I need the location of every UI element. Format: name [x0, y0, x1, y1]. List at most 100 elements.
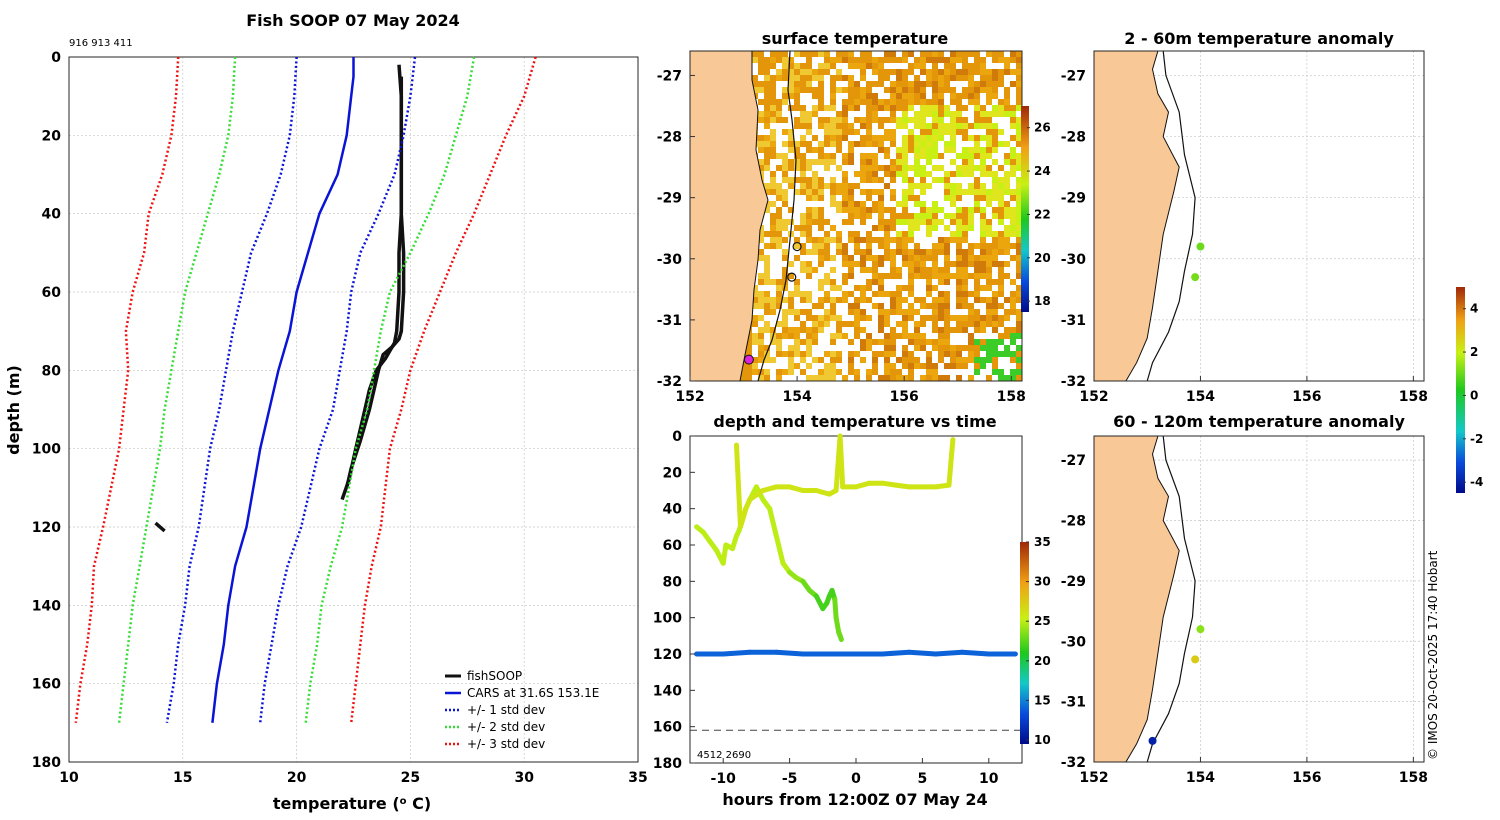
anom2-xtick: 152 — [1079, 770, 1108, 786]
sst-pixel — [1004, 171, 1010, 177]
sst-pixel — [974, 291, 980, 297]
sst-pixel — [758, 111, 764, 117]
sst-pixel — [998, 159, 1004, 165]
sst-pixel — [926, 225, 932, 231]
sst-pixel — [830, 129, 836, 135]
sst-pixel — [902, 303, 908, 309]
sst-pixel — [992, 93, 998, 99]
sst-pixel — [764, 51, 770, 57]
sst-pixel — [968, 339, 974, 345]
sst-pixel — [776, 285, 782, 291]
sst-pixel — [908, 345, 914, 351]
sst-pixel — [758, 375, 764, 381]
sst-pixel — [884, 159, 890, 165]
sst-pixel — [992, 369, 998, 375]
sst-pixel — [1016, 255, 1022, 261]
sst-pixel — [842, 345, 848, 351]
sst-pixel — [956, 171, 962, 177]
sst-pixel — [956, 237, 962, 243]
profile-xtick: 35 — [628, 770, 647, 786]
sst-pixel — [770, 183, 776, 189]
sst-pixel — [872, 333, 878, 339]
sst-pixel — [818, 315, 824, 321]
sst-pixel — [956, 63, 962, 69]
sst-pixel — [932, 207, 938, 213]
sst-pixel — [884, 165, 890, 171]
sst-pixel — [812, 69, 818, 75]
sst-pixel — [950, 159, 956, 165]
sst-pixel — [926, 183, 932, 189]
sst-pixel — [830, 321, 836, 327]
sst-pixel — [884, 231, 890, 237]
sst-pixel — [866, 351, 872, 357]
sst-pixel — [878, 111, 884, 117]
sst-pixel — [806, 279, 812, 285]
sst-pixel — [848, 225, 854, 231]
sst-pixel — [1004, 297, 1010, 303]
sst-pixel — [1016, 135, 1022, 141]
sst-pixel — [794, 357, 800, 363]
sst-pixel — [830, 111, 836, 117]
sst-pixel — [932, 189, 938, 195]
sst-pixel — [758, 105, 764, 111]
sst-pixel — [890, 189, 896, 195]
sst-pixel — [968, 351, 974, 357]
sst-pixel — [956, 291, 962, 297]
sst-pixel — [818, 111, 824, 117]
sst-pixel — [914, 225, 920, 231]
sst-pixel — [938, 129, 944, 135]
sst-pixel — [992, 255, 998, 261]
sst-pixel — [806, 249, 812, 255]
sst-pixel — [1004, 303, 1010, 309]
sst-pixel — [776, 171, 782, 177]
sst-pixel — [770, 165, 776, 171]
sst-pixel — [932, 117, 938, 123]
sst-pixel — [986, 309, 992, 315]
sst-pixel — [812, 201, 818, 207]
sst-pixel — [842, 57, 848, 63]
sst-pixel — [854, 345, 860, 351]
sst-pixel — [860, 147, 866, 153]
sst-pixel — [758, 291, 764, 297]
sst-pixel — [992, 273, 998, 279]
sst-pixel — [752, 57, 758, 63]
sst-pixel — [866, 159, 872, 165]
sst-pixel — [962, 225, 968, 231]
sst-pixel — [902, 111, 908, 117]
sst-pixel — [932, 183, 938, 189]
sst-pixel — [914, 129, 920, 135]
sst-pixel — [926, 87, 932, 93]
sst-pixel — [824, 261, 830, 267]
profile-ytick: 0 — [51, 50, 61, 66]
sst-pixel — [770, 225, 776, 231]
sst-pixel — [902, 297, 908, 303]
sst-pixel — [908, 321, 914, 327]
sst-pixel — [848, 117, 854, 123]
sst-pixel — [776, 219, 782, 225]
sst-pixel — [872, 135, 878, 141]
sst-pixel — [914, 255, 920, 261]
sst-pixel — [956, 255, 962, 261]
sst-pixel — [974, 339, 980, 345]
sst-pixel — [950, 135, 956, 141]
sst-pixel — [998, 237, 1004, 243]
sst-pixel — [902, 153, 908, 159]
sst-pixel — [902, 141, 908, 147]
sst-pixel — [932, 135, 938, 141]
sst-pixel — [794, 243, 800, 249]
sst-pixel — [788, 285, 794, 291]
sst-pixel — [980, 99, 986, 105]
sst-pixel — [788, 213, 794, 219]
sst-pixel — [848, 111, 854, 117]
sst-pixel — [992, 327, 998, 333]
sst-pixel — [878, 249, 884, 255]
sst-xtick: 158 — [997, 389, 1026, 405]
sst-pixel — [968, 105, 974, 111]
sst-pixel — [968, 201, 974, 207]
sst-pixel — [902, 279, 908, 285]
sst-xtick: 156 — [890, 389, 919, 405]
sst-pixel — [998, 201, 1004, 207]
sst-pixel — [860, 243, 866, 249]
sst-pixel — [788, 195, 794, 201]
